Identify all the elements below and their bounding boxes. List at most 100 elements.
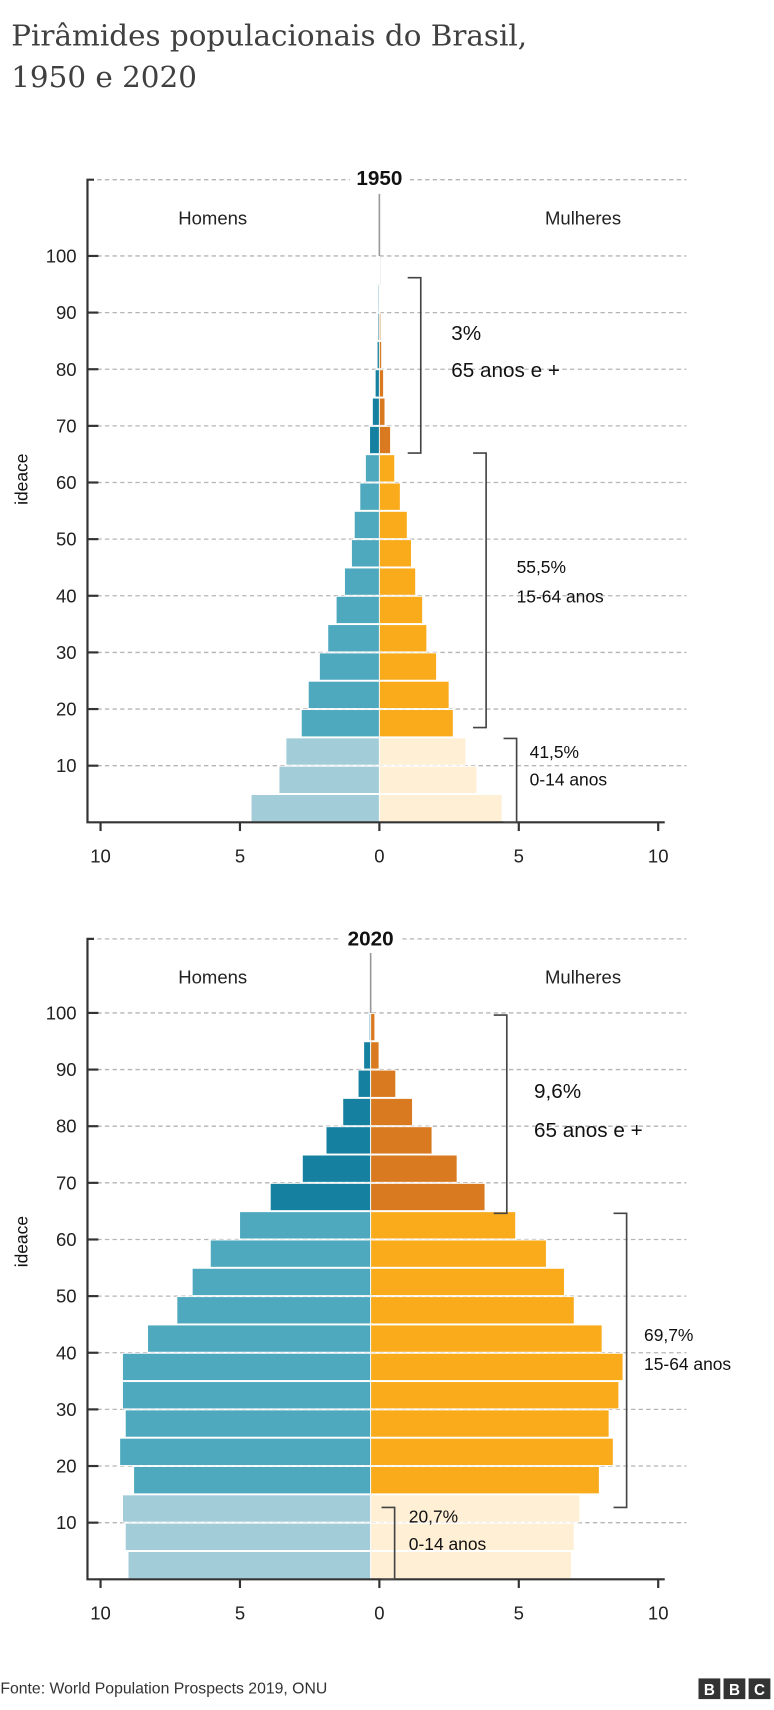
y-tick-label: 40 xyxy=(56,1342,77,1363)
bar-female-45-49 xyxy=(378,539,412,568)
annotation-age-range: 15-64 anos xyxy=(644,1354,731,1374)
bar-male-75-79 xyxy=(374,369,380,398)
annotation-age-range: 65 anos e + xyxy=(534,1119,643,1142)
bar-female-30-34 xyxy=(378,624,428,653)
y-tick-label: 90 xyxy=(56,302,77,323)
x-tick-label: 5 xyxy=(235,1603,245,1624)
bar-male-40-44 xyxy=(147,1324,372,1353)
age-bracket xyxy=(613,1212,628,1509)
bar-male-35-39 xyxy=(335,595,380,624)
bar-male-85-89 xyxy=(357,1069,372,1098)
annotation-percent: 3% xyxy=(451,322,481,345)
bar-male-70-74 xyxy=(371,397,380,426)
bar-male-25-29 xyxy=(124,1409,372,1438)
bar-female-55-59 xyxy=(370,1239,547,1268)
bar-male-70-74 xyxy=(301,1154,372,1183)
age-bracket xyxy=(407,276,422,454)
svg-text:B: B xyxy=(729,1682,740,1699)
x-tick-label: 5 xyxy=(514,1603,524,1624)
bar-female-20-24 xyxy=(378,680,450,709)
bar-male-35-39 xyxy=(122,1352,372,1381)
left-group-label: Homens xyxy=(178,967,247,988)
annotation-percent: 9,6% xyxy=(534,1080,581,1103)
x-tick-label: 5 xyxy=(514,846,524,867)
bar-male-30-34 xyxy=(327,624,380,653)
svg-text:C: C xyxy=(754,1682,765,1699)
bar-female-95-99 xyxy=(370,1013,376,1042)
y-axis-label: ideace xyxy=(12,454,32,505)
bar-female-90-94 xyxy=(370,1041,380,1070)
bar-male-15-19 xyxy=(300,709,380,738)
bar-male-90-94 xyxy=(363,1041,372,1070)
annotation-percent: 69,7% xyxy=(644,1325,693,1345)
bbc-logo: B B C xyxy=(698,1678,771,1700)
x-tick-label: 5 xyxy=(235,846,245,867)
annotation-age-range: 65 anos e + xyxy=(451,359,560,382)
bar-female-25-29 xyxy=(370,1409,610,1438)
right-group-label: Mulheres xyxy=(545,967,621,988)
bar-female-15-19 xyxy=(370,1466,600,1495)
bar-male-5-9 xyxy=(278,765,380,794)
bar-female-75-79 xyxy=(370,1126,433,1155)
bar-female-5-9 xyxy=(378,765,478,794)
bar-female-25-29 xyxy=(378,652,437,681)
y-tick-label: 10 xyxy=(56,1512,77,1533)
y-tick-label: 20 xyxy=(56,1456,77,1477)
bar-female-75-79 xyxy=(378,369,384,398)
bar-female-80-84 xyxy=(378,341,383,370)
bar-female-5-9 xyxy=(370,1522,575,1551)
y-tick-label: 100 xyxy=(46,245,77,266)
x-tick-label: 10 xyxy=(90,846,111,867)
x-tick-label: 0 xyxy=(374,846,384,867)
bar-female-35-39 xyxy=(370,1352,624,1381)
bar-female-70-74 xyxy=(378,397,386,426)
bar-male-50-54 xyxy=(191,1267,372,1297)
y-tick-label: 30 xyxy=(56,1399,77,1420)
bar-male-40-44 xyxy=(344,567,380,596)
age-bracket xyxy=(381,1506,396,1581)
bar-female-40-44 xyxy=(370,1324,603,1353)
y-tick-label: 30 xyxy=(56,642,77,663)
bar-male-0-4 xyxy=(127,1551,372,1580)
x-tick-label: 10 xyxy=(90,1603,111,1624)
x-tick-label: 10 xyxy=(648,846,669,867)
bar-female-65-69 xyxy=(370,1182,486,1212)
bar-female-90-94 xyxy=(378,284,381,313)
bar-male-0-4 xyxy=(250,794,380,823)
bar-male-75-79 xyxy=(325,1126,372,1155)
bar-female-45-49 xyxy=(370,1296,575,1325)
annotation-age-range: 0-14 anos xyxy=(409,1534,487,1554)
bar-female-65-69 xyxy=(378,425,391,455)
bar-female-40-44 xyxy=(378,567,417,596)
chart-title-line2: 1950 e 2020 xyxy=(11,60,197,94)
bar-female-55-59 xyxy=(378,482,401,511)
bar-male-60-64 xyxy=(239,1211,372,1240)
y-tick-label: 80 xyxy=(56,1116,77,1137)
annotation-percent: 41,5% xyxy=(530,742,579,762)
chart-title-line1: Pirâmides populacionais do Brasil, xyxy=(11,19,527,53)
age-bracket xyxy=(493,1014,508,1215)
y-tick-label: 60 xyxy=(56,472,77,493)
y-tick-label: 50 xyxy=(56,529,77,550)
y-tick-label: 70 xyxy=(56,415,77,436)
bar-male-30-34 xyxy=(122,1381,372,1410)
bar-male-10-14 xyxy=(122,1494,372,1523)
bar-female-35-39 xyxy=(378,595,424,624)
y-tick-label: 90 xyxy=(56,1059,77,1080)
bar-male-55-59 xyxy=(209,1239,372,1268)
bar-female-0-4 xyxy=(370,1551,572,1580)
bar-male-80-84 xyxy=(342,1097,372,1127)
bar-female-60-64 xyxy=(370,1211,517,1240)
bar-female-50-54 xyxy=(370,1267,565,1297)
bar-female-80-84 xyxy=(370,1097,413,1127)
source-note: Fonte: World Population Prospects 2019, … xyxy=(0,1681,327,1698)
bar-male-15-19 xyxy=(133,1466,372,1495)
svg-text:B: B xyxy=(704,1682,715,1699)
x-tick-label: 0 xyxy=(374,1603,384,1624)
axis-lines xyxy=(86,178,665,824)
y-tick-label: 10 xyxy=(56,755,77,776)
y-tick-label: 60 xyxy=(56,1229,77,1250)
